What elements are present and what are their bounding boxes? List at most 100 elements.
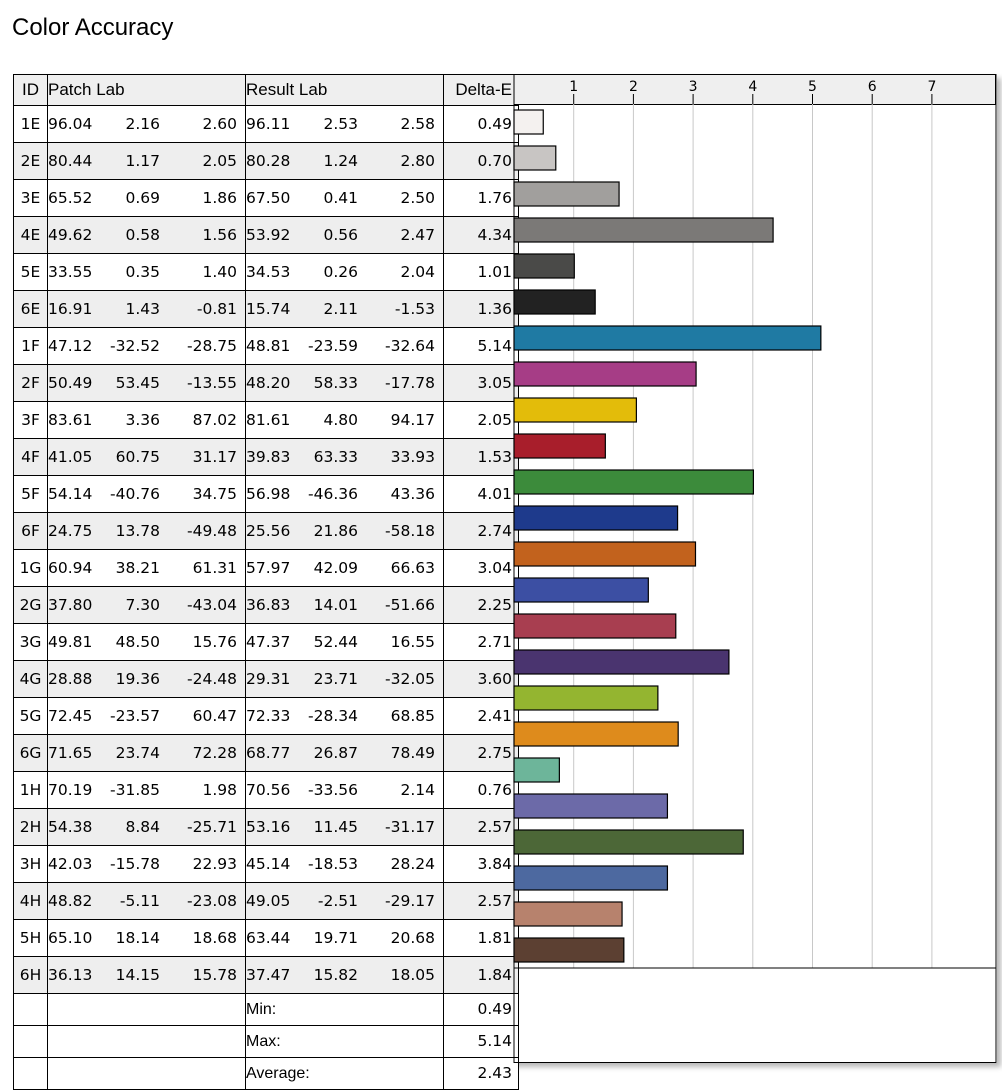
patch-lab-values: 70.19 -31.85 1.98: [47, 771, 246, 809]
bar-5G: [513, 685, 659, 711]
patch-lab-l: 36.13: [48, 966, 93, 984]
patch-lab-l: 83.61: [48, 411, 93, 429]
result-lab-b: -17.78: [385, 374, 435, 392]
patch-lab-b: -43.04: [187, 596, 237, 614]
patch-lab-b: 1.98: [202, 781, 237, 799]
x-tick-label: 5: [808, 79, 817, 95]
patch-lab-a: -32.52: [110, 337, 160, 355]
patch-lab-values: 49.62 0.58 1.56: [47, 216, 246, 254]
result-lab-values: 68.77 26.87 78.49: [245, 734, 444, 772]
result-lab-l: 80.28: [246, 152, 291, 170]
table-row: 6H 36.13 14.15 15.78 37.47 15.82 18.05 1.84: [13, 956, 519, 994]
result-lab-b: 66.63: [390, 559, 435, 577]
bar-6E: [513, 289, 596, 315]
bar-2E: [513, 145, 557, 171]
bar-2G: [513, 577, 649, 603]
result-lab-a: 15.82: [313, 966, 358, 984]
table-row: 3E 65.52 0.69 1.86 67.50 0.41 2.50 1.76: [13, 179, 519, 217]
result-lab-b: 2.80: [400, 152, 435, 170]
patch-lab-a: 2.16: [125, 115, 160, 133]
patch-lab-l: 71.65: [48, 744, 93, 762]
patch-lab-b: -49.48: [187, 522, 237, 540]
result-lab-values: 29.31 23.71 -32.05: [245, 660, 444, 698]
result-lab-a: 0.41: [323, 189, 358, 207]
patch-lab-values: 80.44 1.17 2.05: [47, 142, 246, 180]
result-lab-b: 2.14: [400, 781, 435, 799]
table-row: 2H 54.38 8.84 -25.71 53.16 11.45 -31.17 2.57: [13, 808, 519, 846]
patch-lab-l: 48.82: [48, 892, 93, 910]
patch-lab-values: 24.75 13.78 -49.48: [47, 512, 246, 550]
summary-blank-patch: [47, 993, 246, 1026]
patch-lab-b: 18.68: [192, 929, 237, 947]
result-lab-a: -2.51: [317, 892, 358, 910]
patch-lab-l: 54.38: [48, 818, 93, 836]
summary-blank-patch: [47, 1025, 246, 1058]
bar-2F: [513, 361, 697, 387]
x-tick-label: 3: [689, 79, 698, 95]
color-accuracy-report: ID Patch Lab Result Lab Delta-E 1E 96.04 2.16 2…: [13, 74, 997, 1090]
bar-4E: [513, 217, 774, 243]
patch-lab-a: 1.43: [125, 300, 160, 318]
bar-4H: [513, 865, 669, 891]
patch-lab-a: 19.36: [115, 670, 160, 688]
patch-lab-l: 60.94: [48, 559, 93, 577]
result-lab-l: 53.92: [246, 226, 291, 244]
patch-lab-a: 53.45: [115, 374, 160, 392]
patch-lab-values: 71.65 23.74 72.28: [47, 734, 246, 772]
result-lab-values: 63.44 19.71 20.68: [245, 919, 444, 957]
result-lab-a: 42.09: [313, 559, 358, 577]
delta-e-value: 3.04: [443, 549, 519, 587]
result-lab-b: -32.64: [385, 337, 435, 355]
patch-lab-b: 22.93: [192, 855, 237, 873]
summary-row: Max: 5.14: [13, 1025, 519, 1058]
patch-lab-a: 13.78: [115, 522, 160, 540]
result-lab-values: 25.56 21.86 -58.18: [245, 512, 444, 550]
patch-lab-l: 65.10: [48, 929, 93, 947]
patch-lab-l: 24.75: [48, 522, 93, 540]
result-lab-b: 20.68: [390, 929, 435, 947]
delta-e-value: 3.84: [443, 845, 519, 883]
delta-e-value: 2.75: [443, 734, 519, 772]
table-row: 3H 42.03 -15.78 22.93 45.14 -18.53 28.24 3.84: [13, 845, 519, 883]
patch-lab-l: 41.05: [48, 448, 93, 466]
table-row: 5G 72.45 -23.57 60.47 72.33 -28.34 68.85 2.41: [13, 697, 519, 735]
patch-lab-b: -24.48: [187, 670, 237, 688]
patch-lab-l: 96.04: [48, 115, 93, 133]
result-lab-l: 49.05: [246, 892, 291, 910]
patch-lab-l: 70.19: [48, 781, 93, 799]
result-lab-values: 53.16 11.45 -31.17: [245, 808, 444, 846]
patch-lab-b: -13.55: [187, 374, 237, 392]
result-lab-values: 57.97 42.09 66.63: [245, 549, 444, 587]
result-lab-b: 68.85: [390, 707, 435, 725]
bar-3F: [513, 397, 637, 423]
patch-lab-a: 7.30: [125, 596, 160, 614]
delta-e-value: 2.71: [443, 623, 519, 661]
result-lab-a: 11.45: [313, 818, 358, 836]
patch-lab-l: 37.80: [48, 596, 93, 614]
result-lab-l: 81.61: [246, 411, 291, 429]
delta-e-value: 0.76: [443, 771, 519, 809]
result-lab-b: 16.55: [390, 633, 435, 651]
result-lab-a: 2.11: [323, 300, 358, 318]
patch-lab-values: 16.91 1.43 -0.81: [47, 290, 246, 328]
patch-lab-values: 54.14 -40.76 34.75: [47, 475, 246, 513]
bar-1E: [513, 109, 544, 135]
patch-lab-b: 1.40: [202, 263, 237, 281]
patch-lab-a: -5.11: [119, 892, 160, 910]
patch-lab-values: 42.03 -15.78 22.93: [47, 845, 246, 883]
result-lab-b: -1.53: [394, 300, 435, 318]
patch-lab-b: 15.76: [192, 633, 237, 651]
result-lab-l: 36.83: [246, 596, 291, 614]
result-lab-l: 72.33: [246, 707, 291, 725]
patch-lab-a: 0.58: [125, 226, 160, 244]
result-lab-l: 63.44: [246, 929, 291, 947]
result-lab-b: 43.36: [390, 485, 435, 503]
patch-lab-a: 8.84: [125, 818, 160, 836]
delta-e-value: 1.36: [443, 290, 519, 328]
patch-lab-b: 87.02: [192, 411, 237, 429]
patch-lab-a: -31.85: [110, 781, 160, 799]
result-lab-values: 80.28 1.24 2.80: [245, 142, 444, 180]
patch-id: 1E: [13, 105, 48, 143]
result-lab-values: 81.61 4.80 94.17: [245, 401, 444, 439]
patch-lab-values: 65.52 0.69 1.86: [47, 179, 246, 217]
